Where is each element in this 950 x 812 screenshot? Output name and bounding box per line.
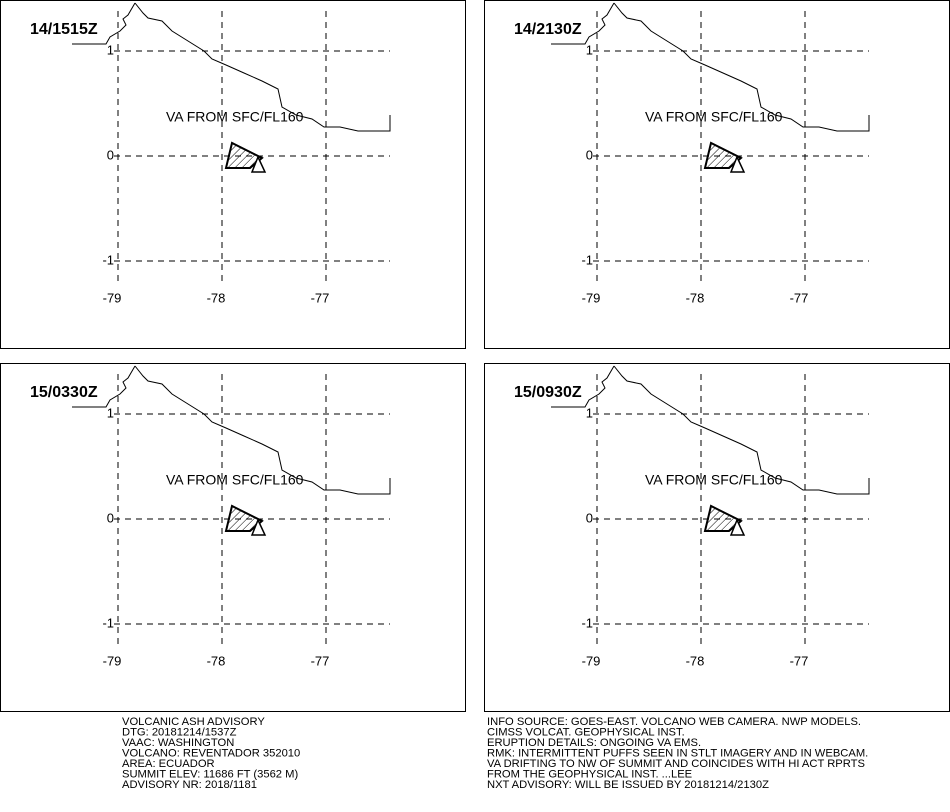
panel-time: 14/1515Z [30, 21, 98, 38]
lat-tick-label: 0 [107, 147, 114, 162]
lat-tick-label: 1 [107, 42, 114, 57]
lat-tick-label: -1 [581, 615, 593, 630]
panel-time: 15/0930Z [514, 384, 582, 401]
volcano-symbol [729, 518, 746, 536]
advisory-line: SUMMIT ELEV: 11686 FT (3562 M) [122, 768, 298, 780]
volcano-symbol [250, 518, 267, 536]
map-panel: -79 -78 -77 1 0 -1 VA FROM SFC/FL160 [72, 2, 391, 305]
panel-frame [484, 363, 950, 712]
lat-tick-label: 0 [586, 147, 593, 162]
lon-tick-label: -79 [582, 653, 601, 668]
lat-tick-label: -1 [102, 615, 114, 630]
advisory-line: VA DRIFTING TO NW OF SUMMIT AND COINCIDE… [487, 758, 865, 770]
panel-frame [484, 0, 950, 349]
lon-tick-label: -77 [311, 653, 330, 668]
panel-time: 14/2130Z [514, 21, 582, 38]
lat-tick-label: -1 [581, 252, 593, 267]
coastline [134, 2, 391, 132]
lon-tick-label: -79 [103, 290, 122, 305]
lon-tick-label: -78 [207, 290, 226, 305]
advisory-line: RMK: INTERMITTENT PUFFS SEEN IN STLT IMA… [487, 747, 868, 759]
lon-tick-label: -78 [686, 653, 705, 668]
coastline [72, 2, 136, 45]
coastline [551, 365, 615, 408]
lon-tick-label: -79 [103, 653, 122, 668]
lat-tick-label: 1 [107, 405, 114, 420]
advisory-line: VOLCANO: REVENTADOR 352010 [122, 747, 300, 759]
panel-frame [0, 363, 466, 712]
advisory-line: AREA: ECUADOR [122, 758, 215, 770]
coastline [613, 365, 870, 495]
ash-label: VA FROM SFC/FL160 [166, 472, 304, 488]
lon-tick-label: -78 [207, 653, 226, 668]
lon-tick-label: -77 [311, 290, 330, 305]
advisory-line: ADVISORY NR: 2018/1181 [122, 779, 257, 791]
lat-tick-label: 1 [586, 405, 593, 420]
lon-tick-label: -77 [790, 290, 809, 305]
map-panel: -79 -78 -77 1 0 -1 VA FROM SFC/FL160 [551, 2, 870, 305]
ash-area [224, 141, 264, 169]
coastline [613, 2, 870, 132]
lon-tick-label: -77 [790, 653, 809, 668]
ash-label: VA FROM SFC/FL160 [645, 109, 783, 125]
coastline [551, 2, 615, 45]
volcano-symbol [729, 155, 746, 173]
map-panel: -79 -78 -77 1 0 -1 VA FROM SFC/FL160 [72, 365, 391, 668]
advisory-line: VOLCANIC ASH ADVISORY [122, 716, 265, 728]
lat-tick-label: 0 [586, 510, 593, 525]
ash-label: VA FROM SFC/FL160 [645, 472, 783, 488]
ash-area [703, 504, 743, 532]
volcano-symbol [250, 155, 267, 173]
lon-tick-label: -79 [582, 290, 601, 305]
map-panel: -79 -78 -77 1 0 -1 VA FROM SFC/FL160 [551, 365, 870, 668]
advisory-line: ERUPTION DETAILS: ONGOING VA EMS. [487, 737, 701, 749]
ash-area [224, 504, 264, 532]
panel-time: 15/0330Z [30, 384, 98, 401]
coastline [72, 365, 136, 408]
advisory-line: CIMSS VOLCAT. GEOPHYSICAL INST. [487, 726, 685, 738]
advisory-line: INFO SOURCE: GOES-EAST. VOLCANO WEB CAME… [487, 716, 861, 728]
ash-area [703, 141, 743, 169]
advisory-line: VAAC: WASHINGTON [122, 737, 234, 749]
lon-tick-label: -78 [686, 290, 705, 305]
lat-tick-label: 0 [107, 510, 114, 525]
advisory-line: NXT ADVISORY: WILL BE ISSUED BY 20181214… [487, 779, 769, 791]
advisory-line: DTG: 20181214/1537Z [122, 726, 237, 738]
lat-tick-label: -1 [102, 252, 114, 267]
advisory-line: FROM THE GEOPHYSICAL INST. ...LEE [487, 768, 692, 780]
lat-tick-label: 1 [586, 42, 593, 57]
panel-frame [0, 0, 466, 349]
coastline [134, 365, 391, 495]
ash-label: VA FROM SFC/FL160 [166, 109, 304, 125]
